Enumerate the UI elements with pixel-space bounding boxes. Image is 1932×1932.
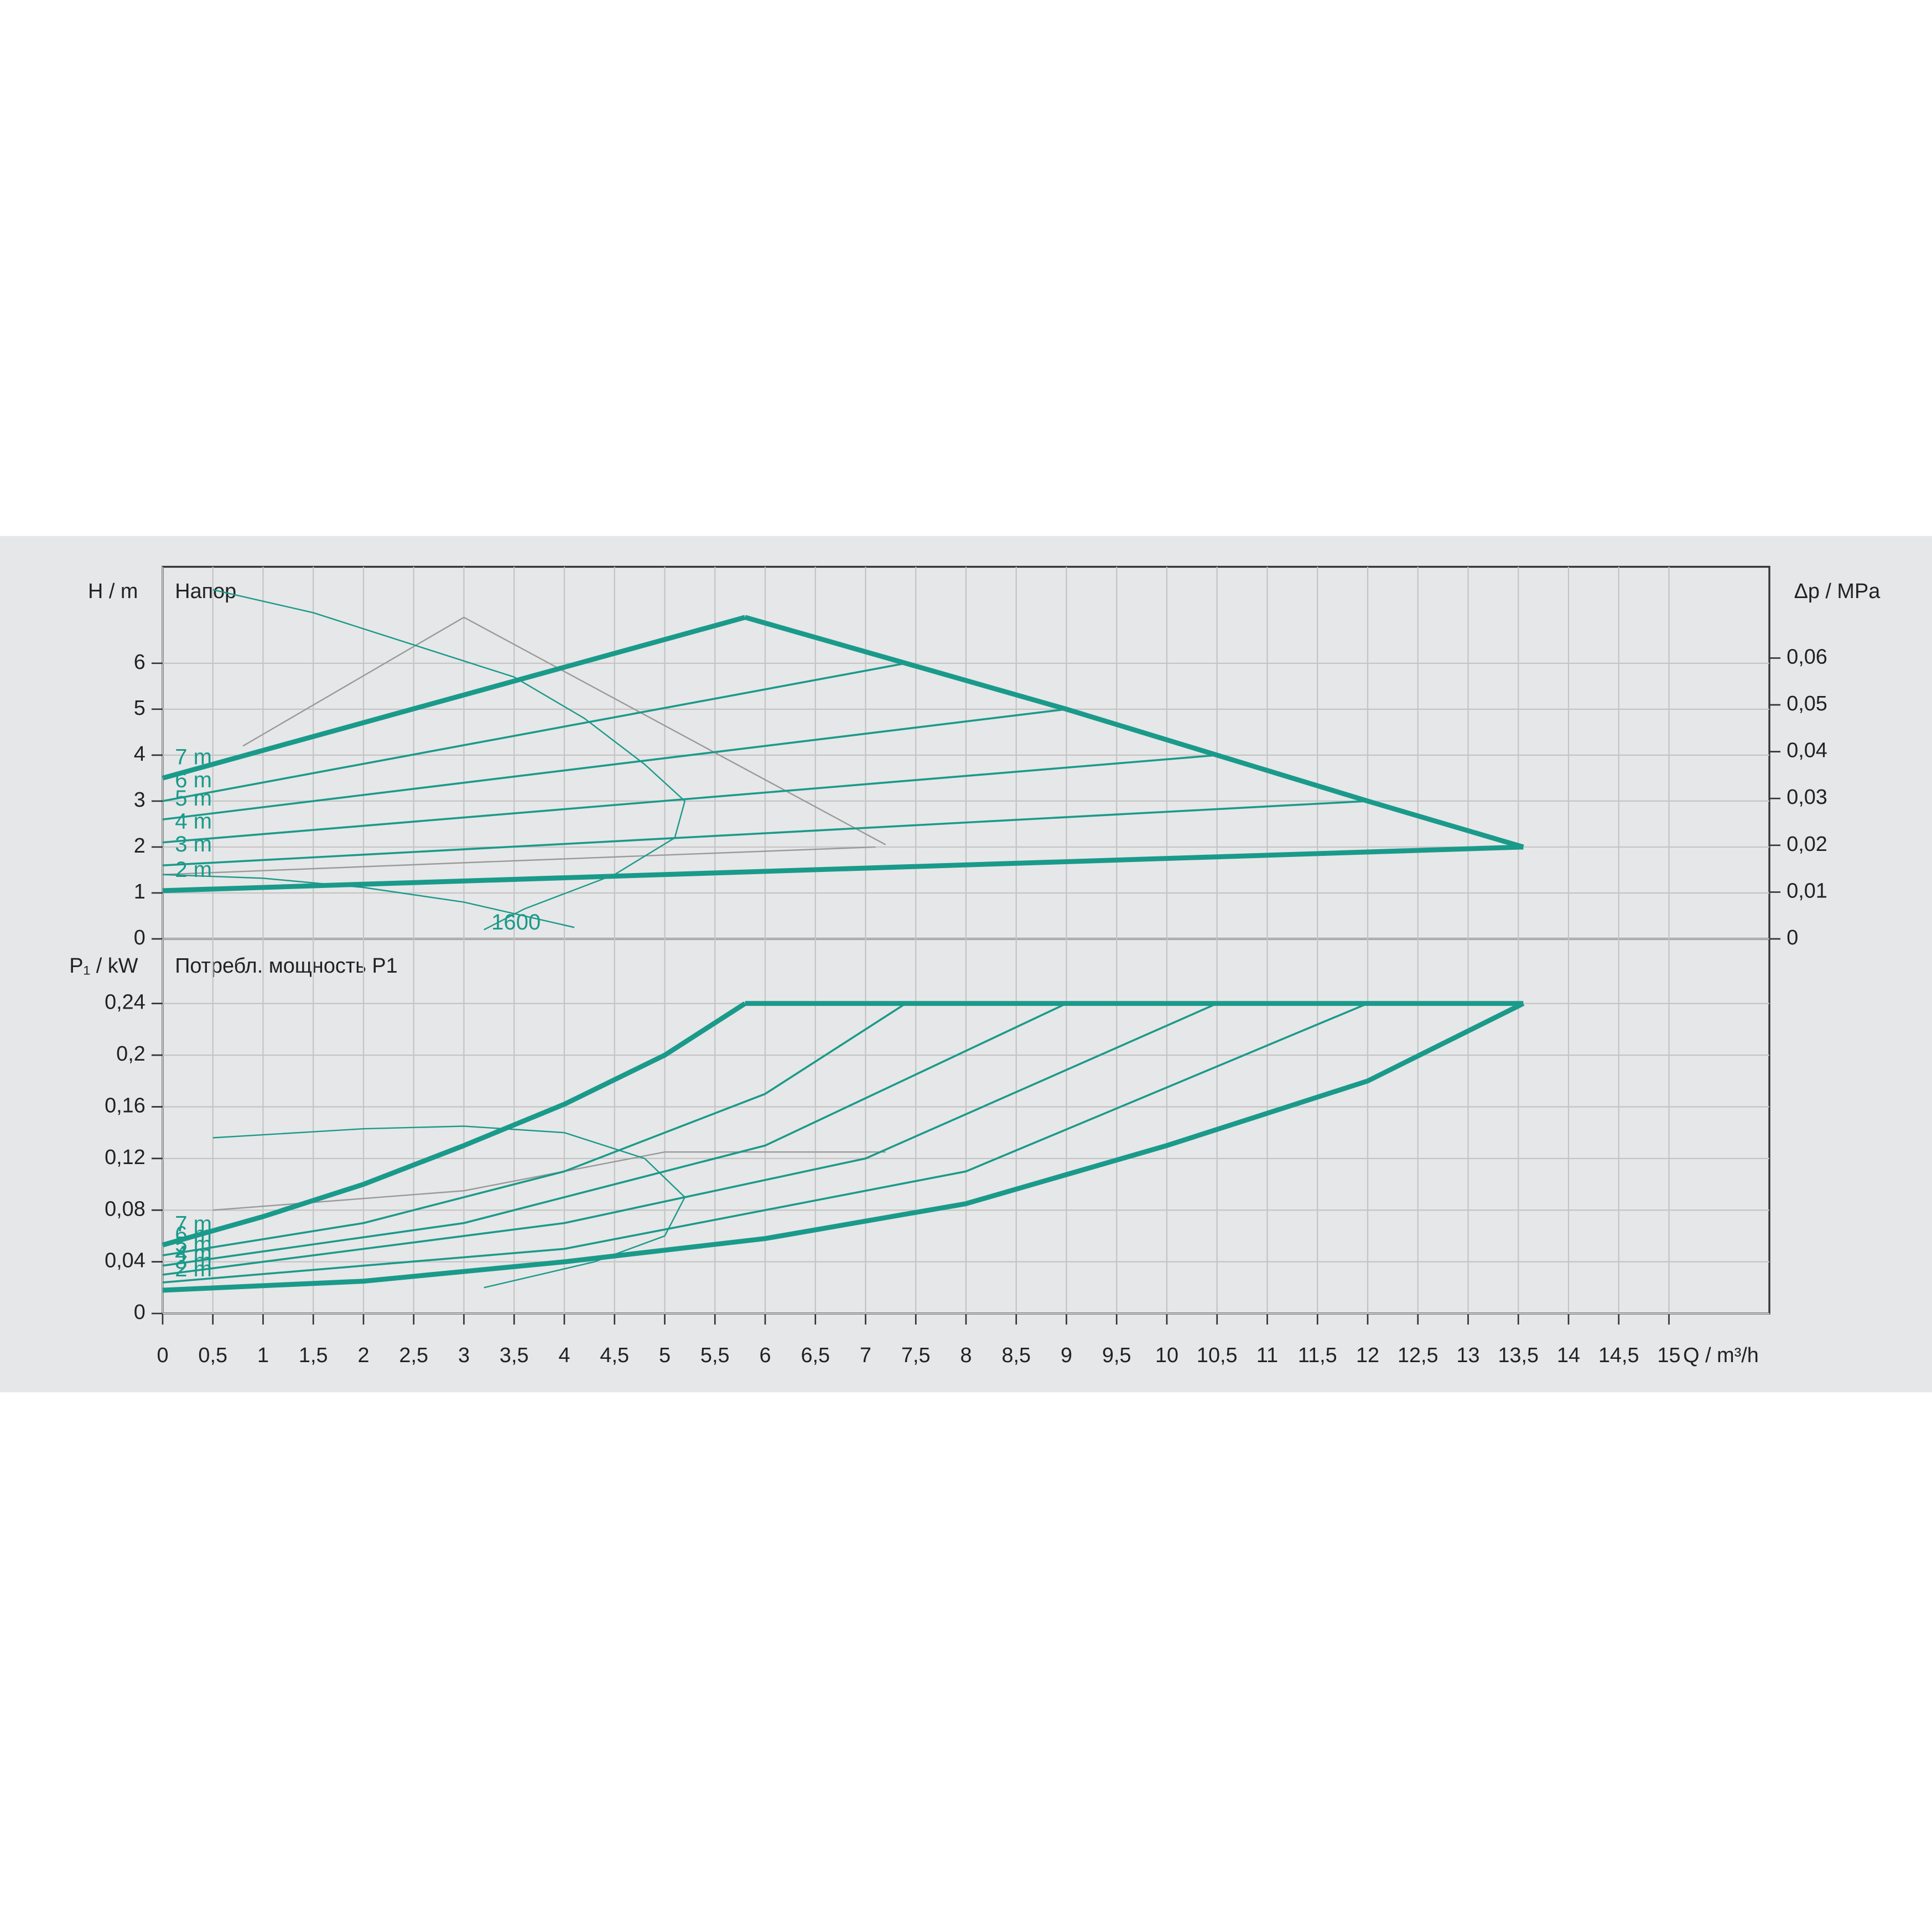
x-tick-label: 3 xyxy=(458,1344,470,1367)
series-line xyxy=(162,662,906,802)
x-tick-label: 7 xyxy=(860,1344,871,1367)
x-tick-label: 4,5 xyxy=(600,1344,629,1367)
y2-tick-label: 0,06 xyxy=(1786,645,1827,668)
y2-tick-label: 0,04 xyxy=(1786,739,1827,762)
y-tick-label: 0,2 xyxy=(116,1042,146,1066)
y2-tick-label: 0 xyxy=(1786,926,1798,949)
x-tick-label: 4 xyxy=(558,1344,570,1367)
y-tick-label: 3 xyxy=(134,788,146,812)
y-axis-label: P₁ / kW xyxy=(69,954,138,978)
series-label: 4 m xyxy=(175,809,212,834)
series-label: 3 m xyxy=(175,832,212,856)
series-line xyxy=(162,846,876,875)
y-tick-label: 1 xyxy=(134,880,146,903)
x-tick-label: 0 xyxy=(157,1344,168,1367)
x-tick-label: 11 xyxy=(1256,1344,1278,1367)
y2-axis-label: Δp / MPa xyxy=(1794,580,1881,603)
panel-title: Напор xyxy=(175,580,236,603)
series-label: 5 m xyxy=(175,786,212,811)
x-tick-label: 15 xyxy=(1657,1344,1680,1367)
y-tick-label: 0,24 xyxy=(105,991,146,1014)
x-tick-label: 0,5 xyxy=(198,1344,227,1367)
series-label: 7 m xyxy=(175,745,212,769)
y2-tick-label: 0,05 xyxy=(1786,692,1827,715)
series-line xyxy=(162,874,575,928)
series-label: 6 m xyxy=(175,1222,212,1247)
x-tick-label: 1 xyxy=(257,1344,269,1367)
x-tick-label: 7,5 xyxy=(901,1344,931,1367)
x-tick-label: 5,5 xyxy=(700,1344,730,1367)
x-tick-label: 9,5 xyxy=(1102,1344,1131,1367)
x-tick-label: 12 xyxy=(1356,1344,1379,1367)
series-label: 7 m xyxy=(175,1212,212,1236)
series-line xyxy=(162,1001,747,1248)
x-tick-label: 9 xyxy=(1061,1344,1072,1367)
y-tick-label: 0 xyxy=(134,1301,146,1324)
series-line xyxy=(212,589,686,931)
x-tick-label: 14 xyxy=(1557,1344,1580,1367)
y-tick-label: 0,12 xyxy=(105,1146,146,1169)
x-tick-label: 2,5 xyxy=(399,1344,428,1367)
series-label: 4 m xyxy=(175,1242,212,1266)
y-tick-label: 0 xyxy=(134,926,146,949)
y-axis-label: H / m xyxy=(88,580,138,603)
y-tick-label: 0,16 xyxy=(105,1094,146,1117)
y2-tick-label: 0,02 xyxy=(1786,833,1827,856)
series-line xyxy=(744,615,1524,850)
y-tick-label: 5 xyxy=(134,697,146,720)
panel-title: Потребл. мощность P1 xyxy=(175,954,397,978)
series-label: 6 m xyxy=(175,768,212,792)
x-tick-label: 12,5 xyxy=(1398,1344,1438,1367)
x-tick-label: 13 xyxy=(1456,1344,1479,1367)
x-tick-label: 10 xyxy=(1155,1344,1178,1367)
y2-tick-label: 0,03 xyxy=(1786,786,1827,809)
series-line xyxy=(162,754,1217,844)
series-line xyxy=(162,1003,1368,1284)
y-tick-label: 4 xyxy=(134,742,146,766)
x-tick-label: 8 xyxy=(960,1344,972,1367)
x-tick-label: 3,5 xyxy=(500,1344,529,1367)
x-tick-label: 10,5 xyxy=(1197,1344,1238,1367)
series-line xyxy=(162,708,1067,820)
x-tick-label: 8,5 xyxy=(1001,1344,1031,1367)
series-label: 5 m xyxy=(175,1233,212,1257)
series-label: 3 m xyxy=(175,1249,212,1274)
series-label: 2 m xyxy=(175,858,212,882)
series-line xyxy=(242,616,886,845)
x-tick-label: 2 xyxy=(357,1344,369,1367)
y2-tick-label: 0,01 xyxy=(1786,879,1827,902)
x-tick-label: 11,5 xyxy=(1298,1344,1337,1367)
x-tick-label: 1,5 xyxy=(299,1344,328,1367)
y-tick-label: 0,08 xyxy=(105,1197,146,1221)
series-line xyxy=(162,615,746,781)
x-tick-label: 6,5 xyxy=(801,1344,830,1367)
series-line xyxy=(162,844,1524,894)
series-label: 2 m xyxy=(175,1257,212,1281)
y-tick-label: 6 xyxy=(134,651,146,674)
series-line xyxy=(162,1003,907,1256)
series-line xyxy=(162,1003,1067,1267)
x-tick-label: 13,5 xyxy=(1498,1344,1539,1367)
series-line xyxy=(162,1001,1525,1293)
x-tick-label: 14,5 xyxy=(1598,1344,1639,1367)
x-tick-label: 5 xyxy=(659,1344,671,1367)
series-line xyxy=(162,1003,1218,1276)
series-line xyxy=(162,800,1368,866)
x-axis-label: Q / m³/h xyxy=(1683,1344,1759,1367)
y-tick-label: 2 xyxy=(134,834,146,858)
x-tick-label: 6 xyxy=(759,1344,771,1367)
y-tick-label: 0,04 xyxy=(105,1249,146,1273)
